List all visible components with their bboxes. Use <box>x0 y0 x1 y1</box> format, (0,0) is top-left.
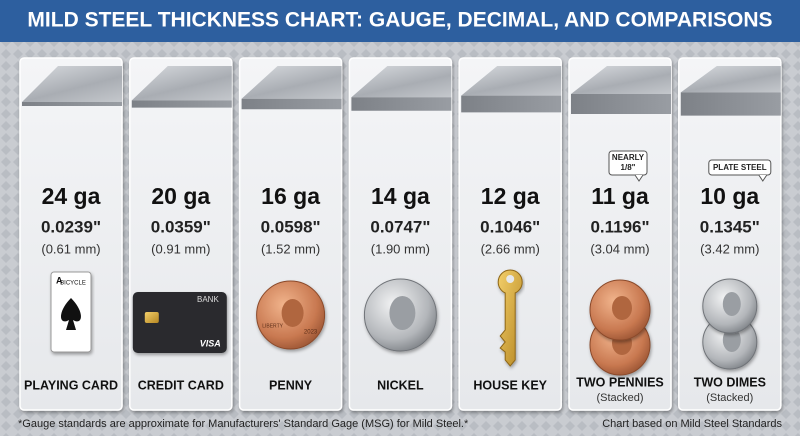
badge-text: PLATE STEEL <box>713 163 767 172</box>
house-key <box>497 269 523 367</box>
penny-legend: LIBERTY <box>262 323 283 329</box>
column: 10 ga 0.1345" (3.42 mm) TWO DIMES (Stacked) P… <box>678 57 782 411</box>
metric: (1.52 mm) <box>261 241 320 256</box>
gauge: 14 ga <box>371 183 430 209</box>
badge-pointer <box>758 174 768 182</box>
item-label: TWO PENNIES <box>576 375 664 389</box>
plate-top <box>351 66 452 98</box>
card-bank: BANK <box>197 295 219 304</box>
metric: (3.42 mm) <box>700 241 759 256</box>
gauge: 12 ga <box>481 183 540 209</box>
panel <box>678 57 782 411</box>
plate-top <box>571 66 671 94</box>
portrait <box>281 299 304 327</box>
item-label: PLAYING CARD <box>24 378 118 392</box>
decimal: 0.0747" <box>370 217 430 236</box>
decimal: 0.1345" <box>700 217 760 236</box>
card-chip <box>144 312 159 323</box>
steel-plate <box>680 66 781 116</box>
decimal: 0.0239" <box>41 217 101 236</box>
card-rank: A <box>56 275 63 285</box>
metric: (2.66 mm) <box>481 241 540 256</box>
column: 16 ga 0.0598" (1.52 mm) LIBERTY 2023 PENNY <box>238 57 343 411</box>
plate-top <box>461 66 562 96</box>
steel-plate <box>351 66 452 111</box>
plate-top <box>131 66 232 101</box>
metric: (1.90 mm) <box>371 241 430 256</box>
metric: (0.61 mm) <box>41 241 100 256</box>
decimal: 0.1196" <box>590 217 649 236</box>
metric: (0.91 mm) <box>151 241 210 256</box>
item-label: CREDIT CARD <box>138 378 224 392</box>
steel-plate <box>461 66 562 113</box>
plate-front <box>571 94 671 114</box>
steel-plate <box>22 66 122 106</box>
plate-front <box>241 98 342 110</box>
gauge: 10 ga <box>700 183 759 209</box>
column: 12 ga 0.1046" (2.66 mm) HOUSE KEY <box>458 57 562 411</box>
item-label: TWO DIMES <box>694 375 766 389</box>
panel <box>19 57 123 411</box>
badge <box>608 150 648 176</box>
portrait <box>722 292 741 316</box>
item-label: HOUSE KEY <box>473 378 547 392</box>
plate-front <box>22 102 122 106</box>
decimal: 0.1046" <box>480 217 540 236</box>
plate-top <box>241 66 342 99</box>
column: 11 ga 0.1196" (3.04 mm) TWO PENNIES (Stacked… <box>568 57 672 411</box>
steel-plate <box>241 66 342 110</box>
gauge: 24 ga <box>42 183 101 209</box>
badge-text: NEARLY <box>612 153 645 162</box>
plate-front <box>680 92 781 116</box>
source-note: Chart based on Mild Steel Standards <box>602 418 782 430</box>
column: 20 ga 0.0359" (0.91 mm) BANK VISA CREDIT CARD <box>129 57 233 411</box>
item-sublabel: (Stacked) <box>706 392 753 404</box>
metric: (3.04 mm) <box>590 241 649 256</box>
item-label: NICKEL <box>377 378 424 392</box>
plate-top <box>680 66 781 93</box>
plate-top <box>22 66 122 102</box>
card-network: VISA <box>200 338 221 348</box>
badge-pointer <box>634 174 644 182</box>
credit-card <box>132 292 227 353</box>
panel <box>458 57 562 411</box>
header-bar <box>0 0 800 42</box>
steel-plate <box>571 66 671 114</box>
portrait <box>612 296 632 320</box>
plate-front <box>131 100 232 108</box>
badge-text: 1/8" <box>621 163 636 172</box>
key-hole <box>506 275 515 283</box>
card-brand: BICYCLE <box>60 281 86 287</box>
gauge: 20 ga <box>151 183 210 209</box>
penny-year: 2023 <box>304 330 318 336</box>
gauge: 11 ga <box>591 183 649 209</box>
steel-plate <box>131 66 232 108</box>
portrait <box>722 328 741 352</box>
plate-front <box>351 97 452 111</box>
footnote: *Gauge standards are approximate for Man… <box>18 418 469 430</box>
gauge: 16 ga <box>261 183 320 209</box>
badge <box>708 159 772 176</box>
plate-front <box>461 95 562 113</box>
item-sublabel: (Stacked) <box>596 392 643 404</box>
item-label: PENNY <box>269 378 313 392</box>
decimal: 0.0359" <box>151 217 211 236</box>
spade <box>61 298 81 330</box>
decimal: 0.0598" <box>261 217 321 236</box>
title: MILD STEEL THICKNESS CHART: GAUGE, DECIM… <box>27 9 772 32</box>
portrait <box>389 296 416 330</box>
column: 14 ga 0.0747" (1.90 mm) NICKEL <box>348 57 453 411</box>
